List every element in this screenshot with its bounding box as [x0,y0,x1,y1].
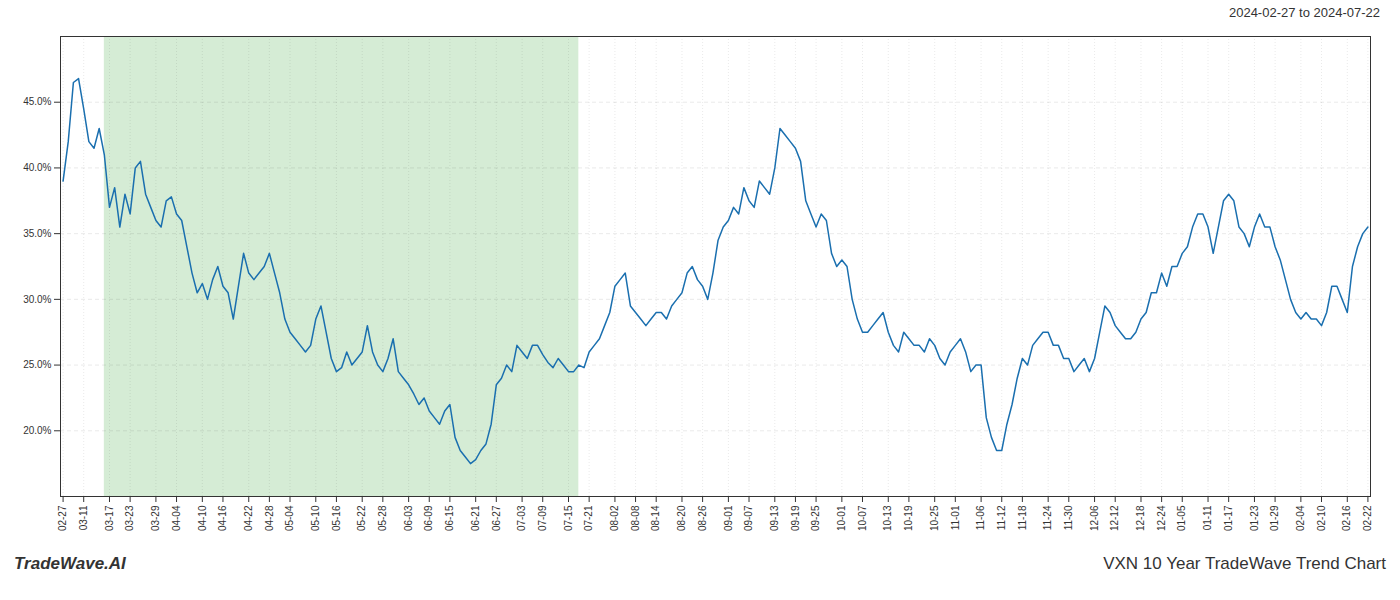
svg-text:06-15: 06-15 [444,505,455,531]
svg-text:03-29: 03-29 [150,505,161,531]
svg-text:04-22: 04-22 [243,505,254,531]
svg-text:02-04: 02-04 [1295,505,1306,531]
svg-text:04-10: 04-10 [197,505,208,531]
svg-text:11-12: 11-12 [996,505,1007,530]
html-text:TradeWave.AI: TradeWave.AI [14,554,126,573]
svg-text:11-01: 11-01 [950,505,961,530]
svg-text:07-21: 07-21 [583,505,594,531]
svg-text:09-25: 09-25 [810,505,821,531]
svg-text:30.0%: 30.0% [23,294,51,305]
svg-text:35.0%: 35.0% [23,228,51,239]
svg-text:03-17: 03-17 [104,505,115,531]
svg-text:07-09: 07-09 [537,505,548,531]
svg-text:10-25: 10-25 [929,505,940,531]
svg-text:06-03: 06-03 [403,505,414,531]
svg-text:10-07: 10-07 [857,505,868,531]
svg-text:11-06: 11-06 [975,505,986,530]
svg-text:05-22: 05-22 [356,505,367,531]
svg-text:12-06: 12-06 [1089,505,1100,531]
svg-text:05-10: 05-10 [310,505,321,531]
svg-text:08-20: 08-20 [676,505,687,531]
svg-text:01-29: 01-29 [1269,505,1280,531]
svg-text:45.0%: 45.0% [23,96,51,107]
html-text:2024-02-27 to 2024-07-22: 2024-02-27 to 2024-07-22 [1228,4,1380,20]
svg-text:01-17: 01-17 [1223,505,1234,531]
svg-text:08-02: 08-02 [609,505,620,531]
svg-text:12-18: 12-18 [1135,505,1146,531]
svg-text:06-27: 06-27 [491,505,502,531]
svg-text:12-12: 12-12 [1109,505,1120,531]
svg-text:04-28: 04-28 [264,505,275,531]
svg-text:09-19: 09-19 [790,505,801,531]
svg-text:09-01: 09-01 [723,505,734,531]
svg-text:01-05: 01-05 [1176,505,1187,531]
svg-text:06-21: 06-21 [470,505,481,531]
svg-text:07-03: 07-03 [516,505,527,531]
svg-text:08-26: 08-26 [697,505,708,531]
svg-text:07-15: 07-15 [563,505,574,531]
svg-text:09-07: 09-07 [743,505,754,531]
svg-text:06-09: 06-09 [423,505,434,531]
svg-text:02-22: 02-22 [1362,505,1373,531]
svg-text:40.0%: 40.0% [23,162,51,173]
svg-text:11-18: 11-18 [1017,505,1028,530]
html-text:VXN 10 Year TradeWave Trend Ch: VXN 10 Year TradeWave Trend Chart [1103,554,1386,573]
svg-text:02-27: 02-27 [57,505,68,531]
svg-text:10-19: 10-19 [903,505,914,531]
svg-text:03-23: 03-23 [124,505,135,531]
svg-text:04-16: 04-16 [217,505,228,531]
svg-text:08-14: 08-14 [650,505,661,531]
svg-text:10-13: 10-13 [882,505,893,531]
svg-text:04-04: 04-04 [171,505,182,531]
svg-text:01-23: 01-23 [1249,505,1260,531]
svg-text:05-04: 05-04 [284,505,295,531]
svg-text:25.0%: 25.0% [23,359,51,370]
svg-text:01-11: 01-11 [1202,505,1213,530]
svg-text:11-24: 11-24 [1042,505,1053,530]
svg-text:10-01: 10-01 [836,505,847,531]
svg-text:20.0%: 20.0% [23,425,51,436]
svg-text:03-11: 03-11 [78,505,89,530]
svg-text:05-28: 05-28 [377,505,388,531]
svg-text:02-16: 02-16 [1341,505,1352,531]
svg-text:02-10: 02-10 [1316,505,1327,531]
svg-text:11-30: 11-30 [1063,505,1074,530]
svg-text:05-16: 05-16 [331,505,342,531]
svg-text:09-13: 09-13 [769,505,780,531]
svg-text:12-24: 12-24 [1156,505,1167,531]
svg-text:08-08: 08-08 [630,505,641,531]
